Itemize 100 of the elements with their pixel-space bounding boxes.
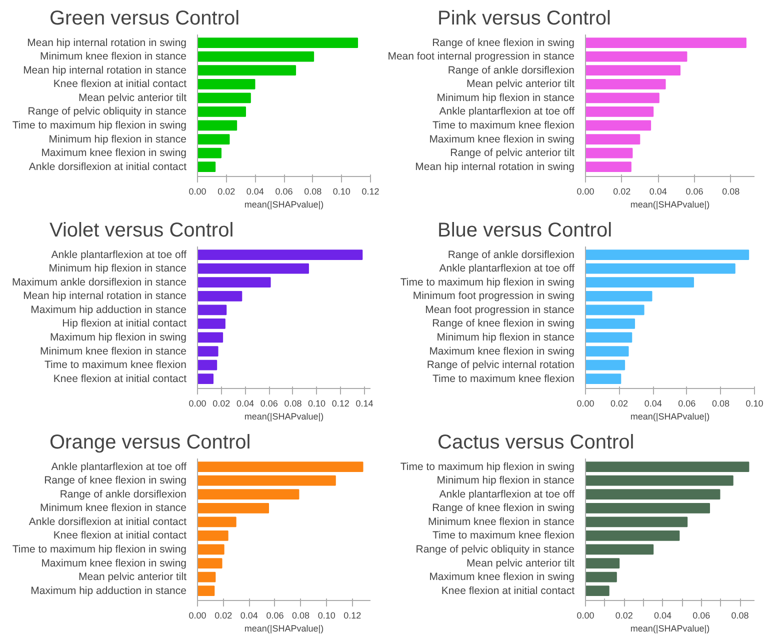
y-tick-label: Range of ankle dorsiflexion — [448, 248, 575, 261]
x-tick-label: 0.00 — [188, 186, 206, 196]
y-tick-label: Mean hip internal rotation in swing — [27, 36, 187, 49]
x-tick-label: 0.06 — [275, 186, 293, 196]
x-axis-title: mean(|SHAPvalue|) — [244, 624, 324, 634]
chart-title: Green versus Control — [50, 8, 240, 30]
y-tick-label: Minimum hip flexion in stance — [436, 331, 575, 344]
x-tick-label: 0.08 — [731, 610, 749, 620]
x-tick-label: 0.06 — [692, 610, 710, 620]
x-tick-label: 0.02 — [212, 398, 230, 408]
y-tick-label: Maximum hip adduction in stance — [30, 584, 187, 597]
x-tick-label: 0.08 — [722, 186, 740, 196]
x-tick-label: 0.02 — [218, 186, 236, 196]
y-tick-label: Ankle plantarflexion at toe off — [51, 460, 187, 473]
y-tick-label: Range of pelvic obliquity in stance — [416, 543, 575, 556]
x-tick-label: 0.06 — [678, 398, 696, 408]
x-tick-label: 0.04 — [644, 398, 662, 408]
x-axis-title: mean(|SHAPvalue|) — [244, 200, 324, 210]
y-tick-label: Range of knee flexion in swing — [44, 474, 187, 487]
y-tick-label: Time to maximum hip flexion in swing — [400, 460, 575, 473]
x-tick-label: 0.04 — [240, 610, 258, 620]
x-axis-title: mean(|SHAPvalue|) — [630, 624, 710, 634]
y-tick-label: Range of pelvic internal rotation — [426, 359, 575, 372]
x-tick-label: 0.08 — [304, 186, 322, 196]
x-tick-label: 0.06 — [686, 186, 704, 196]
y-tick-label: Maximum ankle dorsiflexion in stance — [12, 276, 187, 288]
y-tick-label: Minimum knee flexion in stance — [40, 345, 187, 358]
y-tick-label: Time to maximum hip flexion in swing — [400, 276, 575, 288]
y-tick-label: Mean hip internal rotation in stance — [23, 290, 187, 302]
x-tick-label: 0.02 — [615, 610, 633, 620]
y-tick-label: Maximum knee flexion in swing — [429, 345, 575, 358]
y-tick-label: Range of ankle dorsiflexion — [60, 488, 187, 500]
y-tick-label: Ankle dorsiflexion at initial contact — [28, 516, 187, 528]
y-tick-label: Knee flexion at initial contact — [53, 530, 187, 542]
y-tick-label: Minimum hip flexion in stance — [48, 133, 187, 146]
y-tick-label: Range of pelvic obliquity in stance — [28, 106, 187, 118]
x-tick-label: 0.04 — [236, 398, 254, 408]
y-tick-label: Range of knee flexion in swing — [432, 502, 575, 514]
y-tick-label: Mean pelvic anterior tilt — [466, 557, 575, 570]
x-tick-label: 0.06 — [266, 610, 284, 620]
y-tick-label: Mean foot progression in stance — [425, 304, 575, 316]
y-tick-label: Minimum knee flexion in stance — [428, 516, 575, 528]
x-tick-label: 0.08 — [292, 610, 310, 620]
x-tick-label: 0.08 — [712, 398, 730, 408]
chart-title: Violet versus Control — [50, 220, 234, 242]
y-tick-label: Minimum knee flexion in stance — [40, 50, 187, 63]
y-tick-label: Minimum foot progression in swing — [412, 290, 575, 302]
y-tick-label: Time to maximum knee flexion — [432, 530, 575, 542]
y-tick-label: Range of pelvic anterior tilt — [450, 147, 575, 160]
y-tick-label: Range of knee flexion in swing — [432, 36, 575, 49]
y-tick-label: Maximum knee flexion in swing — [429, 571, 575, 584]
x-tick-label: 0.12 — [332, 398, 350, 408]
chart-title: Cactus versus Control — [438, 432, 634, 454]
x-tick-label: 0.00 — [576, 610, 594, 620]
x-tick-label: 0.14 — [356, 398, 374, 408]
x-axis-title: mean(|SHAPvalue|) — [630, 200, 710, 210]
y-tick-label: Mean hip internal rotation in swing — [415, 160, 575, 173]
y-tick-label: Minimum hip flexion in stance — [48, 262, 187, 275]
y-tick-label: Mean pelvic anterior tilt — [78, 571, 187, 584]
y-tick-label: Time to maximum knee flexion — [432, 372, 575, 385]
y-tick-label: Ankle plantarflexion at toe off — [439, 106, 575, 118]
x-axis-title: mean(|SHAPvalue|) — [244, 412, 324, 422]
y-tick-label: Maximum hip flexion in swing — [50, 331, 187, 344]
y-tick-label: Ankle plantarflexion at toe off — [439, 262, 575, 275]
y-tick-label: Mean hip internal rotation in stance — [23, 64, 187, 76]
x-tick-label: 0.04 — [246, 186, 264, 196]
chart-title: Orange versus Control — [50, 432, 251, 454]
y-tick-label: Maximum knee flexion in swing — [429, 133, 575, 146]
y-tick-label: Time to maximum knee flexion — [432, 119, 575, 132]
x-tick-label: 0.04 — [649, 186, 667, 196]
x-tick-label: 0.04 — [654, 610, 672, 620]
y-tick-label: Knee flexion at initial contact — [53, 372, 187, 385]
y-tick-label: Time to maximum hip flexion in swing — [12, 119, 187, 132]
x-tick-label: 0.00 — [188, 398, 206, 408]
x-tick-label: 0.10 — [308, 398, 326, 408]
x-tick-label: 0.02 — [610, 398, 628, 408]
x-tick-label: 0.00 — [576, 186, 594, 196]
x-tick-label: 0.12 — [344, 610, 362, 620]
y-tick-label: Mean pelvic anterior tilt — [466, 78, 575, 90]
x-axis-title: mean(|SHAPvalue|) — [630, 412, 710, 422]
y-tick-label: Ankle dorsiflexion at initial contact — [28, 160, 187, 173]
y-tick-label: Maximum knee flexion in swing — [41, 557, 187, 570]
y-tick-label: Knee flexion at initial contact — [441, 584, 575, 597]
x-tick-label: 0.06 — [260, 398, 278, 408]
y-tick-label: Mean foot internal progression in stance — [388, 50, 575, 63]
x-tick-label: 0.10 — [318, 610, 336, 620]
y-tick-label: Time to maximum hip flexion in swing — [12, 543, 187, 556]
y-tick-label: Ankle plantarflexion at toe off — [439, 488, 575, 500]
y-tick-label: Time to maximum knee flexion — [44, 359, 187, 372]
y-tick-label: Ankle plantarflexion at toe off — [51, 248, 187, 261]
chart-title: Blue versus Control — [438, 220, 612, 242]
x-tick-label: 0.02 — [214, 610, 232, 620]
x-tick-label: 0.00 — [188, 610, 206, 620]
x-tick-label: 0.10 — [332, 186, 350, 196]
x-tick-label: 0.10 — [746, 398, 764, 408]
x-tick-label: 0.08 — [284, 398, 302, 408]
y-tick-label: Minimum hip flexion in stance — [436, 474, 575, 487]
y-tick-label: Minimum knee flexion in stance — [40, 502, 187, 514]
x-tick-label: 0.02 — [613, 186, 631, 196]
y-tick-label: Range of ankle dorsiflexion — [448, 64, 575, 76]
